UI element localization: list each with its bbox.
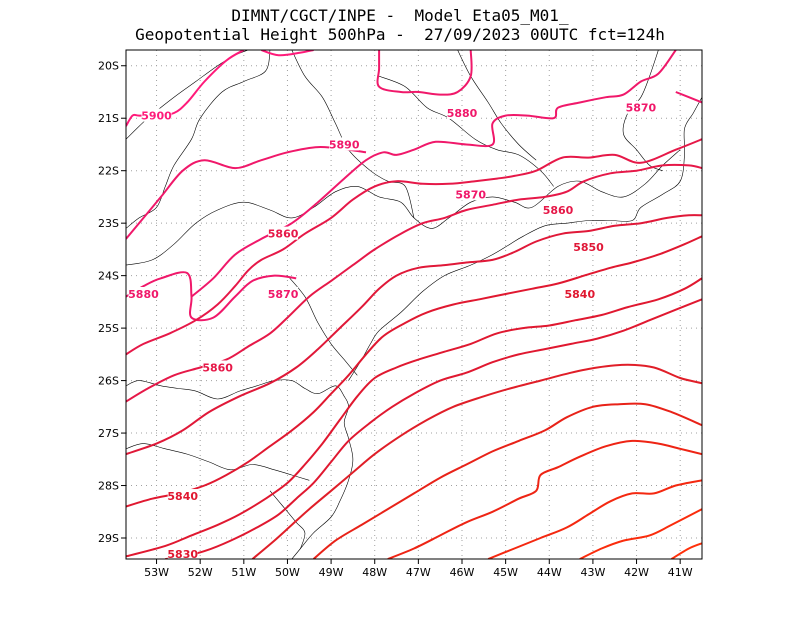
contour-label: 5860 <box>543 204 574 217</box>
lat-tick-label: 21S <box>98 112 119 125</box>
coastline-segment <box>126 379 354 559</box>
contour-label-bg <box>543 203 573 217</box>
coastline-segment <box>348 97 702 381</box>
height-contours <box>126 50 702 559</box>
contour-5800 <box>387 439 702 559</box>
contour-5860 <box>126 138 702 356</box>
contour-label-bg <box>128 287 159 301</box>
lon-tick-label: 46W <box>450 566 475 579</box>
lon-tick-label: 49W <box>319 566 344 579</box>
lat-tick-label: 26S <box>98 375 119 388</box>
lat-tick-label: 28S <box>98 480 119 493</box>
contour-label-bg <box>329 137 360 151</box>
coastline-segment <box>126 50 271 229</box>
lat-tick-label: 22S <box>98 165 119 178</box>
coastline-segment <box>126 443 310 481</box>
contour-5870 <box>675 91 702 104</box>
coastline-segment <box>269 490 306 549</box>
contour-label: 5880 <box>447 107 478 120</box>
contour-label: 5840 <box>167 490 198 503</box>
contour-label: 5830 <box>167 548 198 561</box>
contour-5900 <box>126 50 245 127</box>
coastline-segment <box>287 275 358 376</box>
contour-5900 <box>260 50 314 57</box>
lon-tick-label: 47W <box>406 566 431 579</box>
lat-tick-label: 29S <box>98 532 119 545</box>
contour-5870 <box>190 50 677 298</box>
contour-label: 5840 <box>565 288 596 301</box>
lat-tick-label: 25S <box>98 322 119 335</box>
contour-5860 <box>126 163 702 403</box>
contour-labels: 5900 5880 5870 5890 5870 5860 5860 5850 5880 5870… <box>128 100 657 561</box>
contour-label-bg <box>167 489 198 503</box>
contour-label: 5860 <box>202 361 233 374</box>
lat-tick-label: 27S <box>98 427 119 440</box>
lat-tick-label: 24S <box>98 270 119 283</box>
contour-5780 <box>579 508 702 559</box>
contour-label-bg <box>141 108 172 122</box>
contour-label-bg <box>202 360 233 374</box>
contour-5850 <box>126 214 702 456</box>
lon-tick-label: 45W <box>493 566 518 579</box>
lon-tick-label: 44W <box>537 566 562 579</box>
map-title-line-1: DIMNT/CGCT/INPE - Model Eta05_M01_ <box>231 6 569 25</box>
axis-ticks: 53W 52W 51W 50W 49W 48W 47W 46W 45W 44W 43W 42W 41W 2… <box>98 60 693 579</box>
plot-frame <box>125 49 703 560</box>
lon-tick-label: 43W <box>580 566 605 579</box>
lon-tick-label: 41W <box>668 566 693 579</box>
contour-label-bg <box>268 287 299 301</box>
map-grid <box>126 50 702 559</box>
contour-5770 <box>670 542 702 559</box>
contour-5880 <box>376 50 473 96</box>
contour-5830 <box>165 298 702 559</box>
contour-5820 <box>251 363 702 559</box>
contour-5870 <box>126 271 297 322</box>
contour-5810 <box>312 402 702 559</box>
contour-label: 5860 <box>268 228 299 241</box>
contour-label: 5880 <box>128 288 159 301</box>
contour-5890 <box>126 146 367 240</box>
contour-5840 <box>126 235 702 508</box>
contour-label-bg <box>455 187 486 201</box>
contour-label-bg <box>167 546 198 560</box>
map-title-line-2: Geopotential Height 500hPa - 27/09/2023 … <box>135 25 665 44</box>
contour-5790 <box>487 479 702 559</box>
contour-label: 5890 <box>329 138 360 151</box>
contour-5830 <box>126 277 702 558</box>
lon-tick-label: 52W <box>188 566 213 579</box>
contour-label-bg <box>447 105 477 119</box>
lon-tick-label: 50W <box>275 566 300 579</box>
contour-label: 5850 <box>573 241 604 254</box>
contour-label: 5870 <box>268 288 299 301</box>
contour-label-bg <box>573 239 604 253</box>
lon-tick-label: 48W <box>362 566 387 579</box>
contour-label-bg <box>564 287 595 301</box>
coastline-segment <box>457 50 537 161</box>
lat-tick-label: 23S <box>98 217 119 230</box>
lon-tick-label: 51W <box>231 566 256 579</box>
contour-label: 5870 <box>626 102 657 115</box>
lat-tick-label: 20S <box>98 60 119 73</box>
coastline-segment <box>291 50 415 218</box>
contour-label: 5870 <box>455 188 486 201</box>
contour-label-bg <box>268 226 299 240</box>
lon-tick-label: 53W <box>144 566 169 579</box>
lon-tick-label: 42W <box>624 566 649 579</box>
contour-label-bg <box>625 100 656 114</box>
contour-label: 5900 <box>141 110 172 123</box>
coastline-segment <box>126 50 249 140</box>
